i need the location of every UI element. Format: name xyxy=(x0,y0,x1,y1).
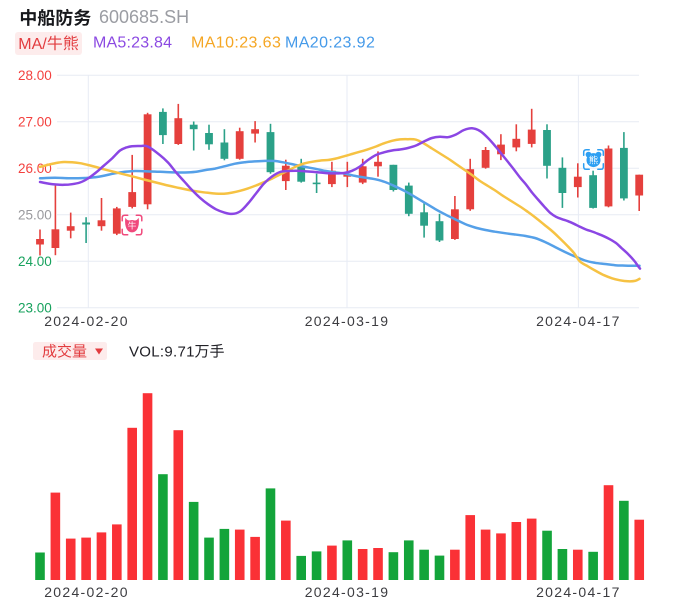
svg-text:MA10:23.63: MA10:23.63 xyxy=(191,35,281,52)
svg-text:600685.SH: 600685.SH xyxy=(99,7,189,27)
svg-text:2024-03-19: 2024-03-19 xyxy=(305,584,390,600)
svg-text:MA5:23.84: MA5:23.84 xyxy=(93,35,172,52)
svg-text:2024-03-19: 2024-03-19 xyxy=(305,313,390,329)
svg-text:26.00: 26.00 xyxy=(18,161,52,176)
svg-text:2024-04-17: 2024-04-17 xyxy=(536,313,621,329)
svg-text:2024-02-20: 2024-02-20 xyxy=(44,584,129,600)
svg-text:25.00: 25.00 xyxy=(18,208,52,223)
svg-text:2024-04-17: 2024-04-17 xyxy=(536,584,621,600)
svg-text:24.00: 24.00 xyxy=(18,254,52,269)
svg-text:2024-02-20: 2024-02-20 xyxy=(44,313,129,329)
svg-text:23.00: 23.00 xyxy=(18,301,52,316)
svg-text:VOL:9.71: VOL:9.71 xyxy=(129,344,195,361)
svg-text:28.00: 28.00 xyxy=(18,68,52,83)
svg-text:MA20:23.92: MA20:23.92 xyxy=(285,35,375,52)
svg-text:27.00: 27.00 xyxy=(18,115,52,130)
svg-text:MA/: MA/ xyxy=(18,36,47,53)
